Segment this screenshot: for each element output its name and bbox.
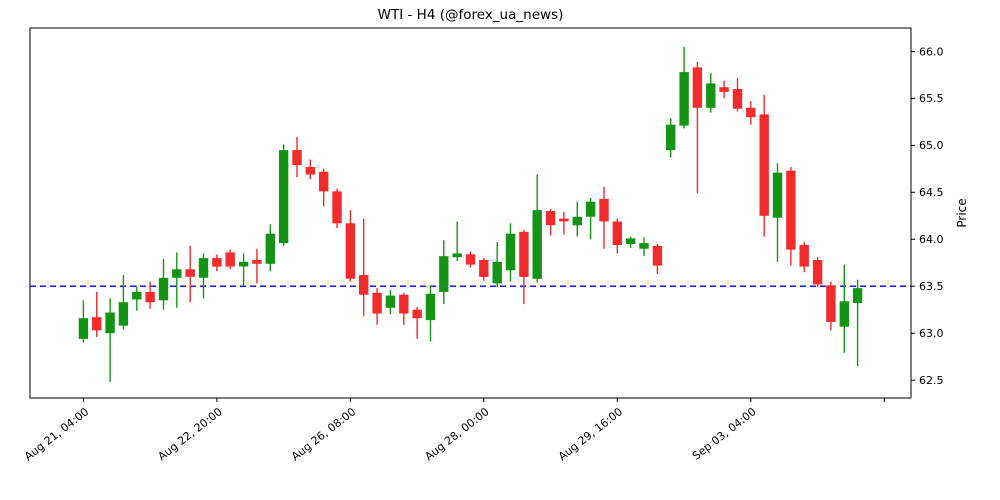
x-tick-label: Aug 29, 16:00 [556,405,625,463]
candle-body [465,254,476,265]
candle-body [799,244,809,267]
candle-body [292,150,302,166]
candle-body [679,72,689,126]
candle-body [105,312,115,334]
candle-body [492,261,502,284]
candle-body [452,253,462,258]
candle-body [78,318,89,339]
candle-body [265,233,275,264]
candle-body [132,291,142,300]
candle-body [399,294,409,314]
candle-body [439,256,449,292]
candle-body [839,301,849,327]
candles [78,46,863,382]
candle-body [585,201,596,217]
candle-body [732,89,743,109]
candle-body [519,231,529,277]
y-tick-label: 62.5 [919,374,944,387]
candle-body [692,67,703,108]
candle-body [759,114,769,216]
candle-body [532,210,542,279]
candle-body [786,170,796,250]
candle-body [198,258,209,278]
candle-body [385,295,396,308]
candle-body [305,167,315,175]
x-tick-label: Sep 03, 04:00 [690,405,759,463]
candle-body [826,285,836,322]
candle-body [92,317,102,331]
candle-body [319,171,329,192]
candle-body [719,87,729,92]
candle-body [652,245,663,266]
y-tick-label: 63.5 [919,280,944,293]
candle-body [145,291,155,303]
candle-body [252,260,262,264]
y-tick-label: 65.0 [919,139,944,152]
candle-body [812,260,823,285]
candle-body [238,261,249,267]
chart-title: WTI - H4 (@forex_ua_news) [377,7,564,23]
y-tick-label: 64.5 [919,186,944,199]
x-tick-label: Aug 21, 04:00 [22,405,91,463]
x-axis-ticks: Aug 21, 04:00 Aug 22, 20:00 Aug 26, 08:00 A… [22,398,885,463]
candle-body [706,83,716,108]
candle-body [372,292,382,314]
y-axis-ticks: 62.5 63.0 63.5 64.0 64.5 65.0 65.5 66.0 [911,45,944,387]
candle-body [359,275,369,295]
candle-body [412,309,422,319]
candle-body [545,211,556,226]
x-tick-label: Aug 22, 20:00 [156,405,225,463]
candle-body [666,124,676,151]
y-tick-label: 66.0 [919,45,944,58]
candle-body [626,238,636,244]
candle-body [212,258,222,267]
candle-body [332,191,342,224]
candle-body [639,243,649,249]
x-tick-label: Aug 26, 08:00 [289,405,358,463]
candle-body [559,218,569,222]
candle-body [505,233,516,271]
candle-body [425,293,436,321]
candle-body [599,198,609,222]
candle-body [852,288,863,304]
candle-body [278,150,289,244]
y-tick-label: 63.0 [919,327,944,340]
y-tick-label: 64.0 [919,233,944,246]
x-tick-label: Aug 28, 00:00 [422,405,491,463]
candle-body [479,260,489,277]
candle-body [612,221,622,245]
candle-body [158,277,169,301]
candle-body [172,269,182,278]
candle-body [772,172,783,218]
y-tick-label: 65.5 [919,92,944,105]
candle-body [746,107,756,118]
candle-body [345,223,356,279]
candle-body [572,216,582,226]
candle-body [225,252,235,267]
candle-body [185,269,195,277]
candle-body [118,302,129,326]
plot-border [29,27,912,399]
